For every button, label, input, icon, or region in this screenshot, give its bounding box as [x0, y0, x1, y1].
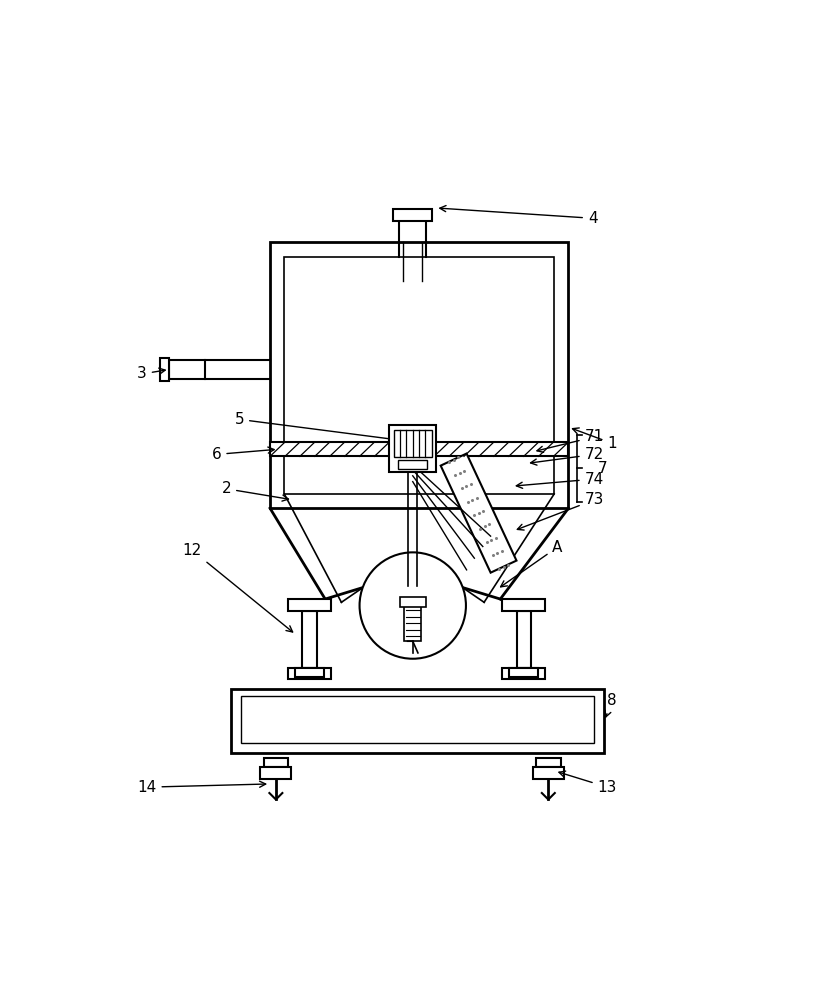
Bar [535, 758, 560, 767]
Bar [394, 430, 431, 457]
Text: 2: 2 [222, 481, 288, 501]
Bar [270, 242, 568, 508]
Text: 74: 74 [516, 472, 603, 488]
Bar [270, 442, 568, 456]
Text: 71: 71 [537, 429, 603, 452]
Bar [288, 668, 330, 679]
Text: 72: 72 [530, 447, 603, 465]
Bar [533, 767, 563, 779]
Polygon shape [440, 454, 516, 573]
Bar [404, 599, 421, 641]
Text: 7: 7 [597, 461, 606, 476]
Text: 5: 5 [234, 412, 395, 442]
Bar [231, 689, 604, 753]
Text: 4: 4 [439, 206, 597, 226]
Text: 1: 1 [572, 428, 616, 451]
Bar [263, 758, 288, 767]
Bar [400, 597, 426, 607]
Bar [241, 696, 594, 743]
Text: 6: 6 [212, 447, 274, 462]
Text: 13: 13 [558, 771, 616, 795]
Bar [389, 425, 436, 472]
Text: 14: 14 [137, 780, 265, 795]
Bar [288, 599, 330, 611]
Bar [260, 767, 291, 779]
Text: 12: 12 [182, 543, 293, 632]
Text: A: A [500, 540, 562, 587]
Bar [393, 209, 431, 221]
Bar [302, 611, 316, 668]
Bar [509, 668, 538, 677]
Text: 3: 3 [137, 366, 165, 381]
Bar [502, 668, 544, 679]
Text: 73: 73 [517, 492, 604, 530]
Bar [295, 668, 324, 677]
Bar [169, 360, 205, 379]
Circle shape [359, 552, 466, 659]
Bar [161, 358, 169, 381]
Bar [284, 257, 553, 494]
Bar [516, 611, 530, 668]
Bar [502, 599, 544, 611]
Text: 8: 8 [604, 693, 616, 717]
Bar [398, 460, 426, 469]
